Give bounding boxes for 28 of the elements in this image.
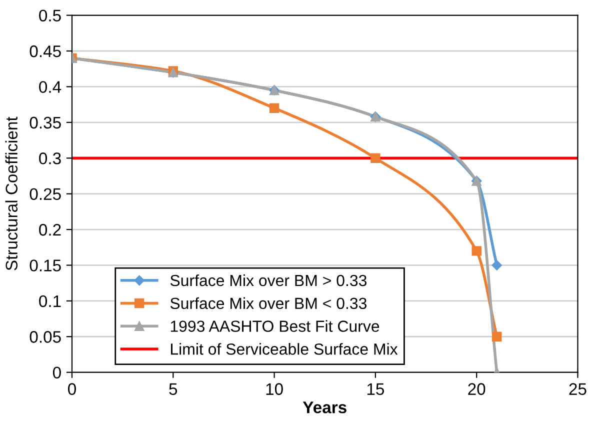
x-tick-label: 0 [68,383,76,395]
point [492,260,502,270]
legend-label: Surface Mix over BM > 0.33 [170,274,367,286]
point [492,332,502,342]
y-axis-title: Structural Coefficient [5,116,18,270]
x-axis-title: Years [302,402,346,414]
x-tick-label: 25 [569,383,586,395]
x-tick-label: 15 [367,383,384,395]
x-tick-label: 20 [468,383,486,395]
y-tick-label: 0.35 [30,116,61,129]
y-tick-label: 0.1 [39,295,61,308]
x-tick-label: 10 [266,383,283,395]
y-tick-label: 0.05 [30,331,61,343]
legend-label: Limit of Serviceable Surface Mix [171,343,398,355]
point [370,153,380,163]
legend-label: Surface Mix over BM < 0.33 [170,297,367,310]
y-tick-label: 0.2 [39,224,61,236]
y-tick-label: 0.25 [30,188,61,200]
y-tick-label: 0.4 [39,81,62,93]
x-tick-label: 5 [169,383,178,395]
y-tick-label: 0.5 [39,10,61,22]
y-tick-label: 0.45 [30,45,61,58]
y-tick-label: 0.15 [30,260,61,272]
point [472,246,482,256]
legend-label: 1993 AASHTO Best Fit Curve [170,320,380,332]
point [269,103,280,113]
y-tick-label: 0.3 [39,152,61,164]
y-tick-label: 0 [52,366,61,379]
